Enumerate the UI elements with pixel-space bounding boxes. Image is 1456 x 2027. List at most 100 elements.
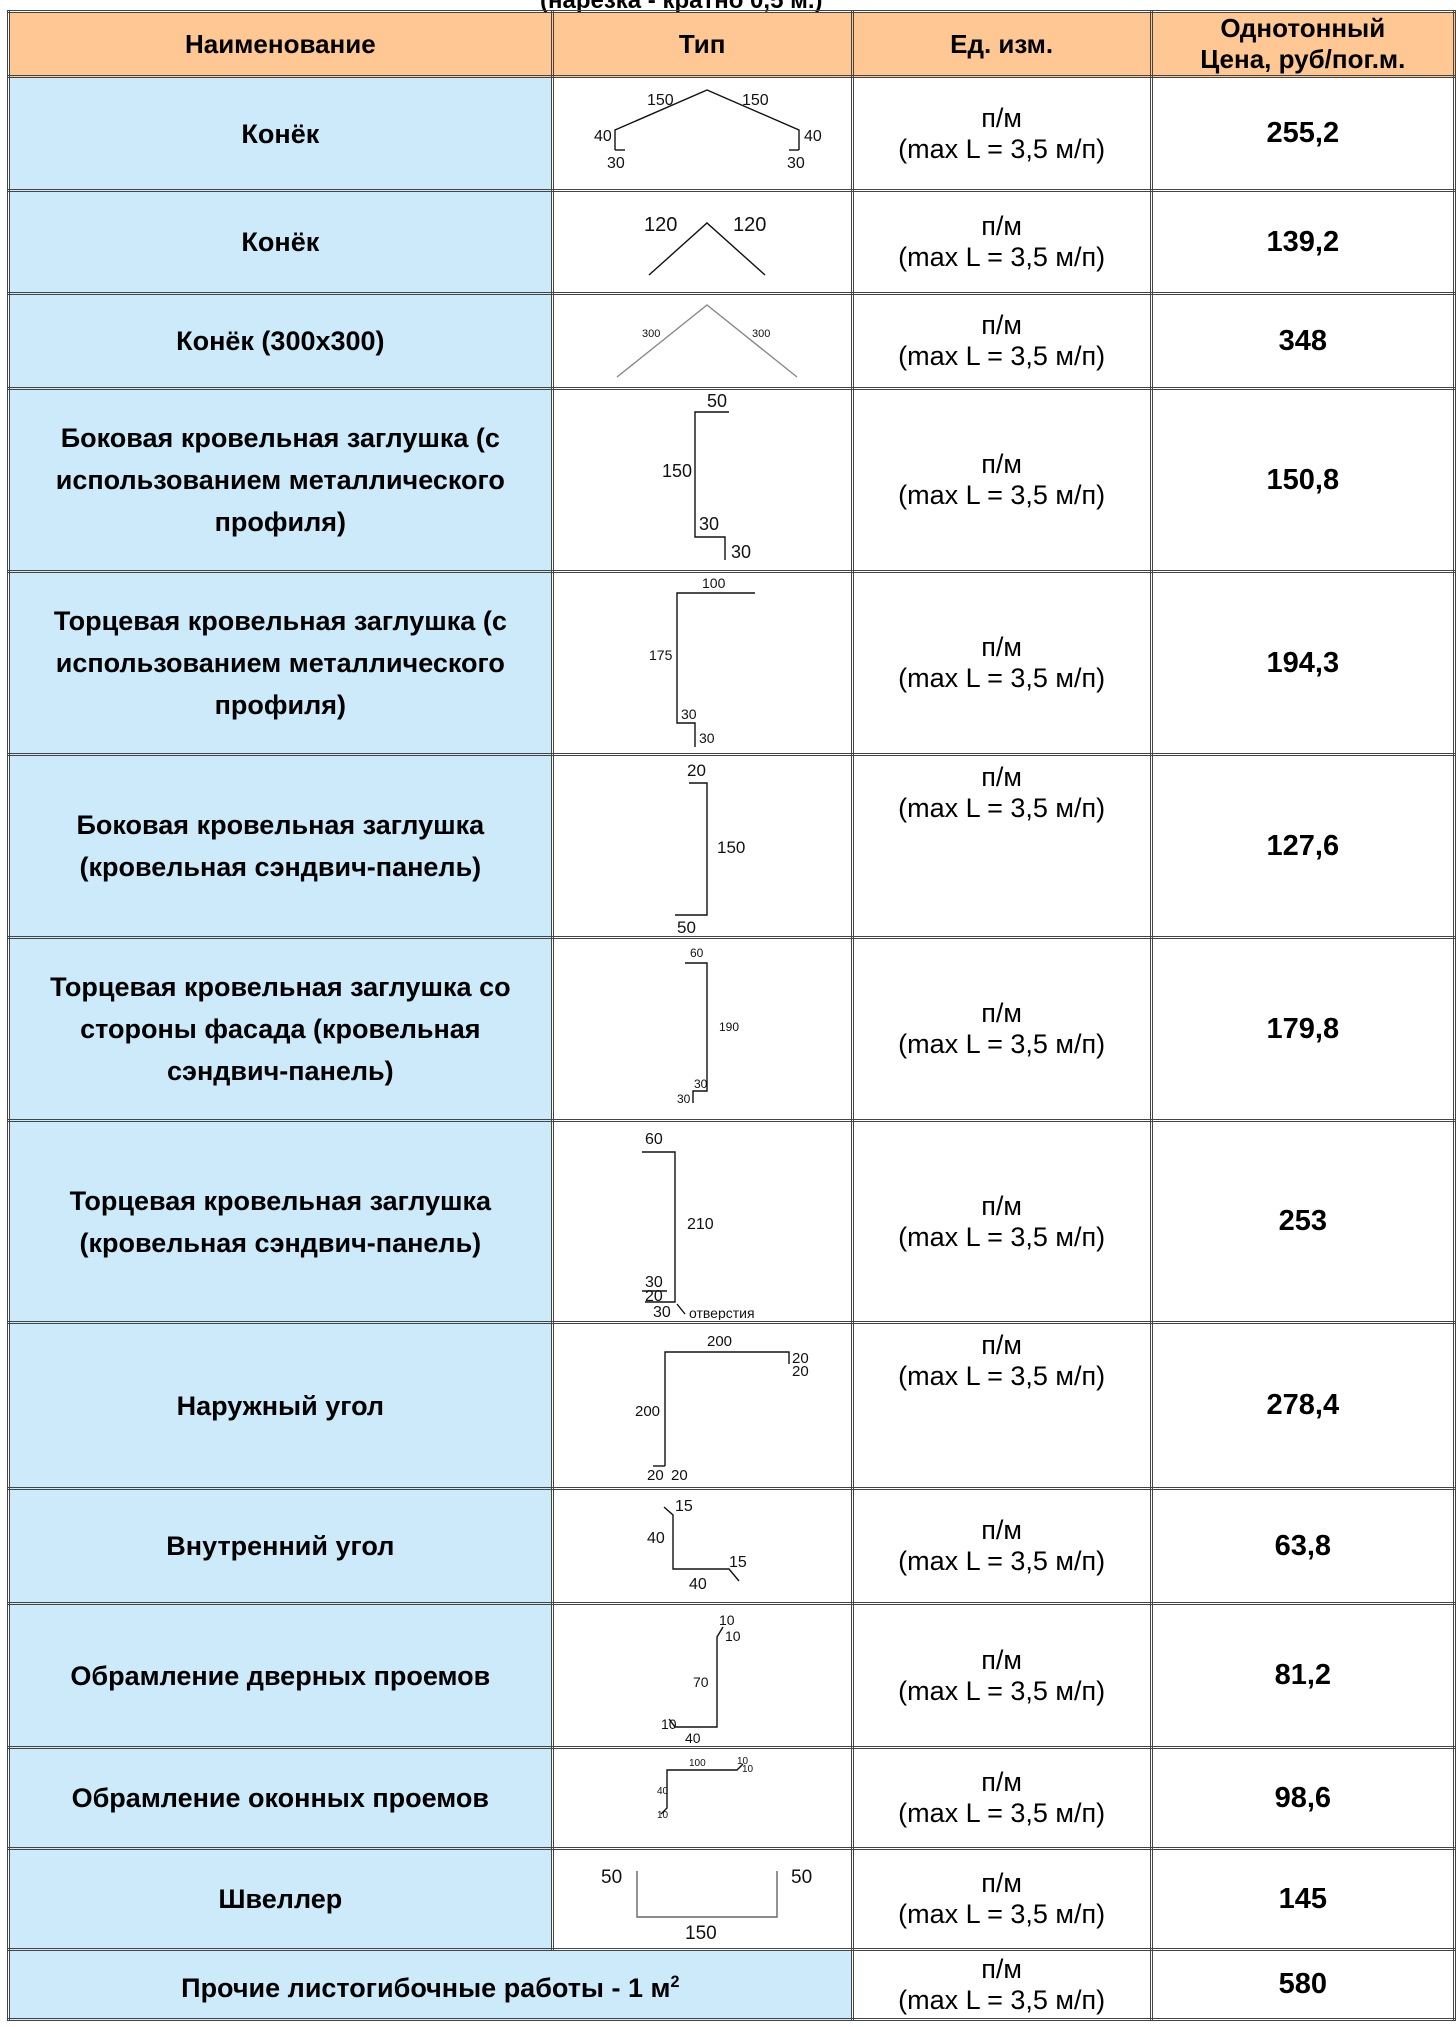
price-table: Наименование Тип Ед. изм. Однотонный Цен… — [7, 10, 1456, 2021]
inner-corner-profile-icon: 15 40 15 40 — [647, 1498, 747, 1593]
svg-text:100: 100 — [702, 575, 726, 591]
svg-text:150: 150 — [717, 838, 745, 857]
ridge-profile-icon: 120 120 — [644, 214, 767, 276]
item-unit: п/м (max L = 3,5 м/п) — [850, 1119, 1153, 1324]
item-price: 150,8 — [1149, 387, 1456, 573]
svg-text:20: 20 — [647, 1467, 664, 1484]
item-profile-drawing: 100 175 30 30 — [550, 570, 854, 756]
unit-line2: (max L = 3,5 м/п) — [898, 793, 1106, 823]
item-unit: п/м (max L = 3,5 м/п) — [850, 1746, 1153, 1850]
svg-text:150: 150 — [647, 92, 674, 109]
svg-text:30: 30 — [607, 155, 625, 172]
svg-text:30: 30 — [699, 514, 719, 534]
item-unit: п/м (max L = 3,5 м/п) — [850, 1321, 1153, 1490]
item-name: Швеллер — [7, 1847, 554, 1951]
header-price-line1: Однотонный — [1220, 13, 1386, 43]
svg-text:150: 150 — [742, 92, 769, 109]
item-profile-drawing: 20 150 50 — [550, 753, 854, 939]
unit-line2: (max L = 3,5 м/п) — [898, 1899, 1106, 1929]
unit-line1: п/м — [981, 211, 1022, 241]
item-name: Наружный угол — [7, 1321, 554, 1490]
svg-text:10: 10 — [737, 1756, 749, 1767]
item-name: Боковая кровельная заглушка (с использов… — [7, 387, 554, 573]
unit-line1: п/м — [981, 102, 1022, 133]
svg-text:300: 300 — [752, 328, 770, 340]
unit-line1: п/м — [981, 998, 1022, 1028]
svg-text:20: 20 — [792, 1363, 809, 1380]
svg-text:10: 10 — [657, 1810, 669, 1821]
item-price: 348 — [1149, 292, 1456, 390]
svg-text:30: 30 — [645, 1274, 663, 1291]
item-price: 580 — [1149, 1948, 1456, 2021]
door-frame-profile-icon: 10 10 70 10 40 — [661, 1612, 741, 1745]
table-row: Конёк 120 120 п/м (max L = 3,5 м/п) 139,… — [7, 189, 1456, 295]
unit-line1: п/м — [981, 449, 1022, 479]
item-profile-drawing: 200 20 20 200 20 20 — [550, 1321, 854, 1490]
svg-text:40: 40 — [657, 1786, 669, 1797]
item-unit: п/м (max L = 3,5 м/п) — [850, 570, 1153, 756]
item-profile-drawing: 50 150 30 30 — [550, 387, 854, 573]
item-name: Торцевая кровельная заглушка (кровельная… — [7, 1119, 554, 1324]
item-unit: п/м (max L = 3,5 м/п) — [850, 189, 1153, 295]
svg-text:40: 40 — [594, 128, 612, 145]
svg-text:40: 40 — [685, 1730, 701, 1745]
unit-line2: (max L = 3,5 м/п) — [898, 1546, 1106, 1576]
svg-text:100: 100 — [689, 1758, 706, 1769]
svg-text:150: 150 — [662, 461, 692, 481]
item-profile-drawing: 120 120 — [550, 189, 854, 295]
unit-line2: (max L = 3,5 м/п) — [898, 663, 1106, 693]
item-profile-drawing: 50 50 150 — [550, 1847, 854, 1951]
header-unit: Ед. изм. — [850, 10, 1153, 78]
item-unit: п/м (max L = 3,5 м/п) — [850, 1847, 1153, 1951]
item-unit: п/м (max L = 3,5 м/п) — [850, 1948, 1153, 2021]
svg-text:20: 20 — [687, 761, 706, 780]
item-price: 127,6 — [1149, 753, 1456, 939]
table-row: Конёк (300x300) 300 300 п/м (max L = 3,5… — [7, 292, 1456, 390]
item-price: 145 — [1149, 1847, 1456, 1951]
svg-text:40: 40 — [647, 1530, 665, 1547]
table-row: Торцевая кровельная заглушка (кровельная… — [7, 1119, 1456, 1324]
table-row: Обрамление дверных проемов 10 10 70 10 4… — [7, 1602, 1456, 1749]
unit-line2: (max L = 3,5 м/п) — [898, 133, 1106, 164]
unit-line2: (max L = 3,5 м/п) — [898, 341, 1106, 371]
unit-line2: (max L = 3,5 м/п) — [898, 1798, 1106, 1828]
item-price: 139,2 — [1149, 189, 1456, 295]
svg-text:30: 30 — [681, 706, 697, 722]
svg-text:120: 120 — [733, 214, 766, 236]
item-price: 253 — [1149, 1119, 1456, 1324]
unit-line1: п/м — [981, 632, 1022, 662]
svg-text:70: 70 — [693, 1674, 709, 1690]
svg-text:30: 30 — [694, 1077, 708, 1091]
svg-text:200: 200 — [707, 1333, 732, 1350]
svg-text:60: 60 — [645, 1131, 663, 1148]
item-name: Обрамление оконных проемов — [7, 1746, 554, 1850]
channel-profile-icon: 50 50 150 — [601, 1867, 812, 1944]
item-unit: п/м (max L = 3,5 м/п) — [850, 1487, 1153, 1605]
item-unit: п/м (max L = 3,5 м/п) — [850, 75, 1153, 192]
svg-text:30: 30 — [787, 155, 805, 172]
item-profile-drawing: 150 150 40 40 30 30 — [550, 75, 854, 192]
unit-line2: (max L = 3,5 м/п) — [898, 1029, 1106, 1059]
svg-text:40: 40 — [804, 128, 822, 145]
item-price: 194,3 — [1149, 570, 1456, 756]
svg-text:30: 30 — [677, 1092, 691, 1106]
ridge-profile-icon: 300 300 — [616, 304, 798, 378]
item-name: Конёк (300x300) — [7, 292, 554, 390]
svg-text:50: 50 — [791, 1867, 812, 1888]
unit-line1: п/м — [981, 762, 1022, 792]
window-frame-profile-icon: 10 100 10 40 10 — [657, 1756, 754, 1821]
unit-line1: п/м — [981, 1515, 1022, 1545]
end-cap-profile-icon: 100 175 30 30 — [649, 575, 756, 747]
svg-text:200: 200 — [635, 1403, 660, 1420]
unit-line1: п/м — [981, 1330, 1022, 1360]
svg-text:10: 10 — [661, 1716, 677, 1732]
svg-text:210: 210 — [687, 1216, 714, 1233]
table-row: Обрамление оконных проемов 10 100 10 40 … — [7, 1746, 1456, 1850]
table-caption: (нарезка - кратно 0,5 м.) — [540, 0, 823, 14]
header-price-line2: Цена, руб/пог.м. — [1200, 44, 1406, 74]
item-name: Прочие листогибочные работы - 1 м2 — [7, 1948, 854, 2021]
item-profile-drawing: 10 10 70 10 40 — [550, 1602, 854, 1749]
end-cap-sandwich-profile-icon: 60 210 30 20 30 отверстия — [642, 1131, 755, 1320]
unit-line2: (max L = 3,5 м/п) — [898, 1361, 1106, 1391]
side-cap-profile-icon: 20 150 50 — [675, 761, 746, 934]
